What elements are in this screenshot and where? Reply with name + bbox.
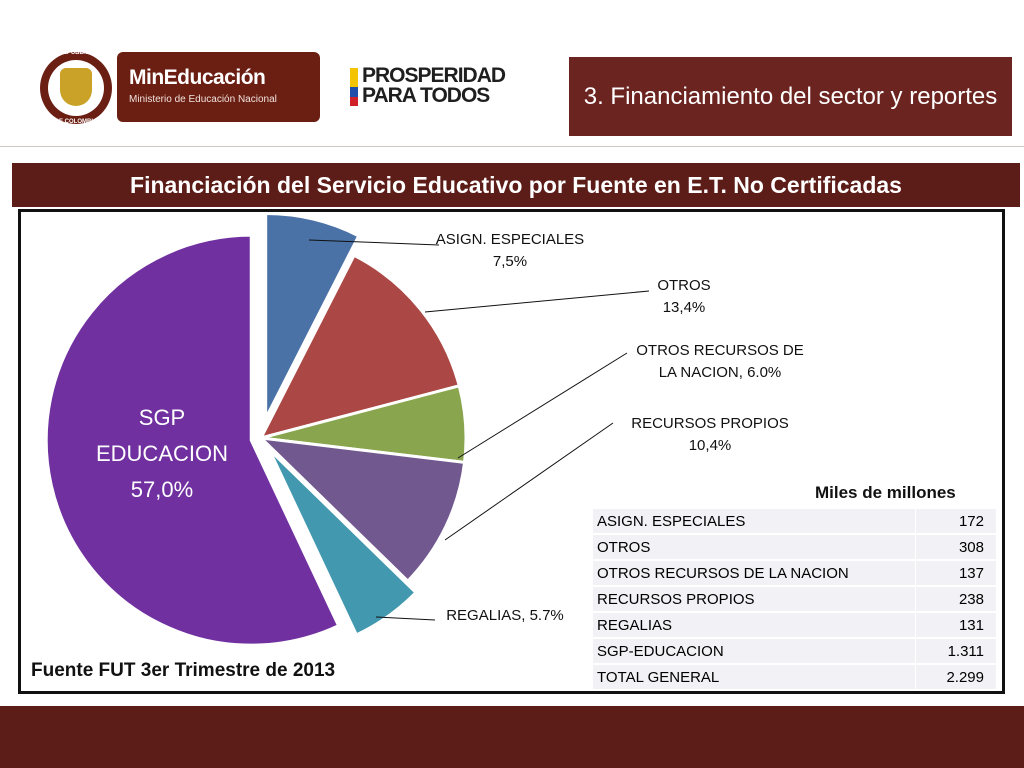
- seal-top-text: REPÚBLICA: [58, 50, 94, 56]
- footer-bar: [0, 706, 1024, 768]
- pie-slice-recursos-propios: [256, 435, 467, 584]
- label-otros-recursos-line1: OTROS RECURSOS DE: [636, 342, 804, 359]
- label-recursos-propios-name: RECURSOS PROPIOS: [631, 415, 789, 432]
- table-cell-value: 172: [915, 508, 997, 535]
- table-row: REGALIAS 131: [592, 611, 997, 639]
- table-row: SGP-EDUCACION 1.311: [592, 637, 997, 665]
- leader-line: [444, 422, 614, 541]
- prosperity-line1: PROSPERIDAD: [362, 64, 506, 87]
- label-otros-pct: 13,4%: [662, 299, 706, 316]
- pie-slice-regalias: [267, 448, 419, 637]
- label-asign-especiales-name: ASIGN. ESPECIALES: [435, 231, 585, 248]
- table-cell-label: SGP-EDUCACION: [592, 637, 916, 665]
- table-cell-value: 1.311: [915, 637, 997, 665]
- content-frame: ASIGN. ESPECIALES 7,5% OTROS 13,4% OTROS…: [18, 209, 1005, 694]
- table-cell-value: 137: [915, 559, 997, 587]
- table-cell-label: OTROS: [592, 533, 916, 561]
- label-recursos-propios-pct: 10,4%: [688, 437, 732, 454]
- slide-banner: Financiación del Servicio Educativo por …: [12, 163, 1020, 207]
- coat-of-arms-icon: [60, 68, 92, 106]
- table-cell-label: RECURSOS PROPIOS: [592, 585, 916, 613]
- label-otros: OTROS 13,4%: [643, 275, 725, 319]
- pie-chart: [44, 212, 650, 647]
- leader-line: [375, 616, 436, 621]
- section-title-text: 3. Financiamiento del sector y reportes: [583, 82, 998, 110]
- flag-icon: [350, 68, 358, 106]
- table-cell-label: TOTAL GENERAL: [592, 663, 916, 691]
- leader-line: [424, 290, 650, 313]
- prosperity-line2: PARA TODOS: [362, 84, 490, 107]
- label-sgp-pct: 57,0%: [130, 477, 194, 502]
- label-regalias-text: REGALIAS, 5.7%: [446, 607, 564, 624]
- banner-title: Financiación del Servicio Educativo por …: [130, 171, 902, 198]
- table-row: ASIGN. ESPECIALES 172: [592, 508, 997, 535]
- pie-slice-otros: [258, 253, 462, 441]
- label-asign-especiales: ASIGN. ESPECIALES 7,5%: [425, 229, 595, 273]
- leader-line: [457, 352, 628, 459]
- table-row: OTROS RECURSOS DE LA NACION 137: [592, 559, 997, 587]
- seal-bottom-text: DE COLOMBIA: [54, 119, 98, 125]
- table-cell-value: 238: [915, 585, 997, 613]
- label-sgp-line2: EDUCACION: [95, 441, 228, 466]
- table-row: OTROS 308: [592, 533, 997, 561]
- mineducacion-logo: MinEducación Ministerio de Educación Nac…: [117, 52, 320, 122]
- pie-slice-sgp-educacion: [44, 233, 341, 647]
- table-row: RECURSOS PROPIOS 238: [592, 585, 997, 613]
- header-divider: [0, 146, 1024, 147]
- section-title: 3. Financiamiento del sector y reportes: [569, 57, 1012, 136]
- table-row: TOTAL GENERAL 2.299: [592, 663, 997, 691]
- colombia-seal-logo: REPÚBLICA DE COLOMBIA: [40, 50, 112, 125]
- funding-table: ASIGN. ESPECIALES 172 OTROS 308 OTROS RE…: [592, 508, 997, 691]
- table-cell-value: 308: [915, 533, 997, 561]
- ministry-subtitle: Ministerio de Educación Nacional: [129, 94, 277, 105]
- source-note: Fuente FUT 3er Trimestre de 2013: [31, 660, 336, 681]
- label-otros-name: OTROS: [657, 277, 711, 294]
- label-otros-recursos: OTROS RECURSOS DE LA NACION, 6.0%: [625, 340, 815, 384]
- table-cell-label: REGALIAS: [592, 611, 916, 639]
- table-cell-label: ASIGN. ESPECIALES: [592, 508, 916, 535]
- label-sgp-line1: SGP: [138, 405, 186, 430]
- label-recursos-propios: RECURSOS PROPIOS 10,4%: [625, 413, 795, 457]
- label-asign-especiales-pct: 7,5%: [492, 253, 528, 270]
- label-sgp-educacion: SGP EDUCACION 57,0%: [87, 400, 237, 508]
- unit-label: Miles de millones: [815, 483, 956, 502]
- label-otros-recursos-line2: LA NACION, 6.0%: [658, 364, 782, 381]
- table-cell-label: OTROS RECURSOS DE LA NACION: [592, 559, 916, 587]
- pie-slice-asign-especiales: [264, 212, 361, 420]
- ministry-title: MinEducación: [129, 66, 266, 89]
- table-cell-value: 2.299: [915, 663, 997, 691]
- leader-line: [308, 239, 440, 246]
- label-regalias: REGALIAS, 5.7%: [435, 605, 575, 627]
- table-cell-value: 131: [915, 611, 997, 639]
